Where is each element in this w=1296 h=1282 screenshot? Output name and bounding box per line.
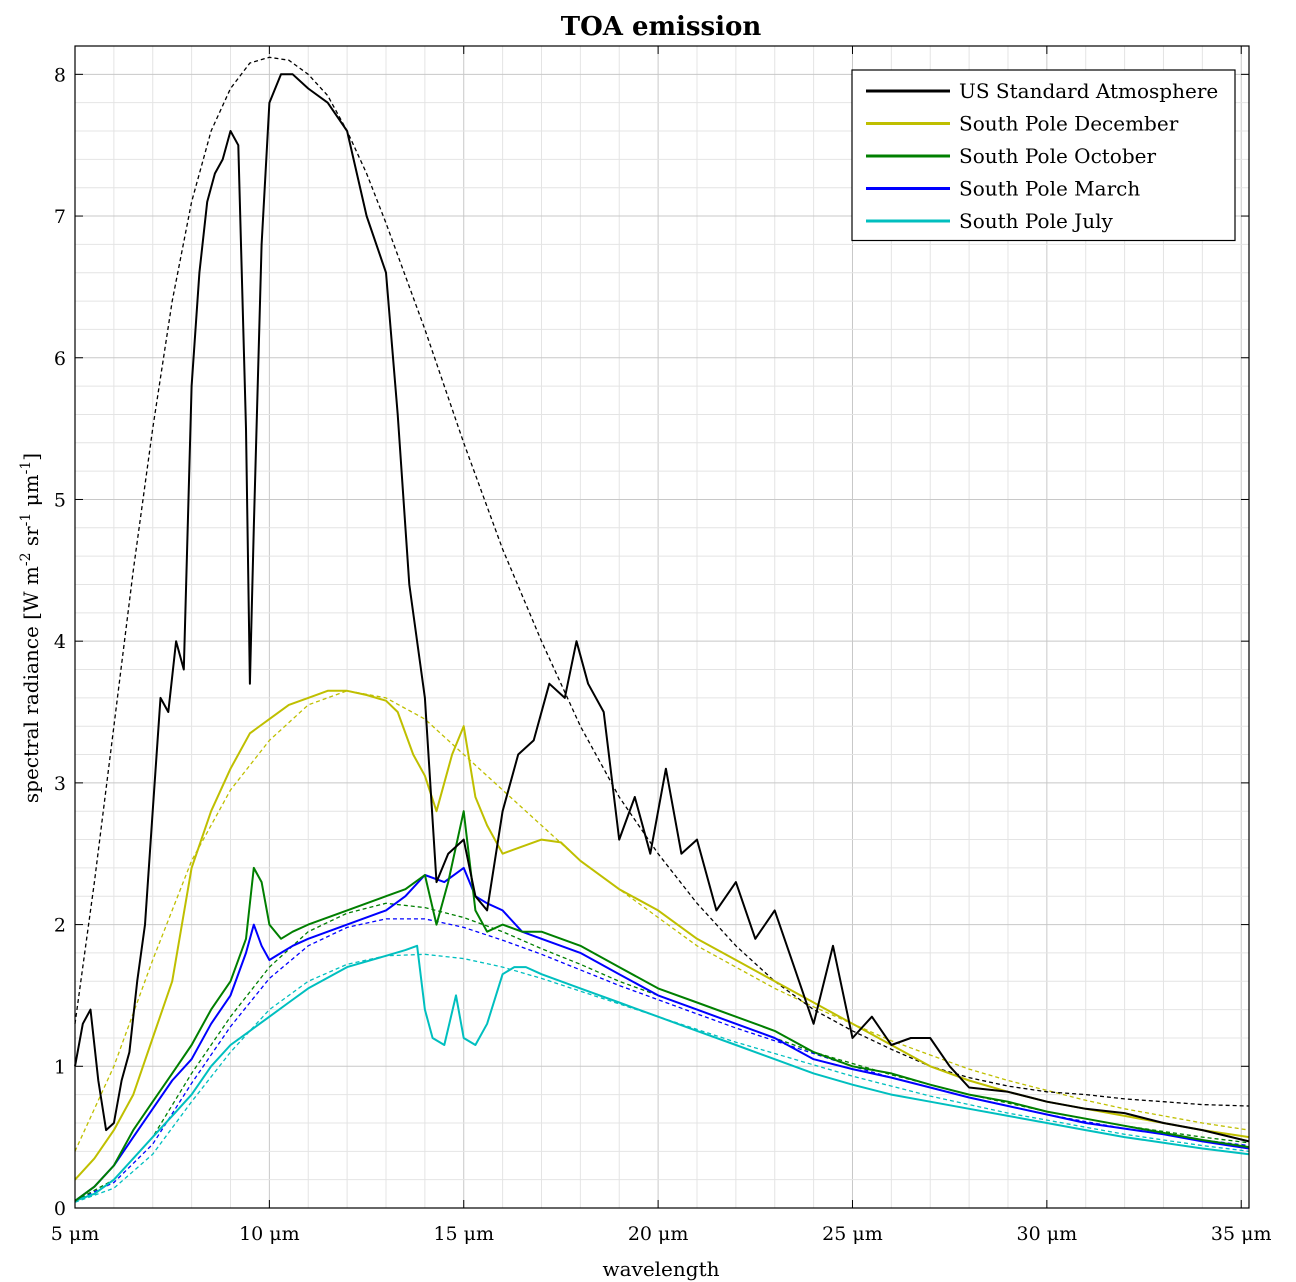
- series-line: [74, 810, 1250, 1202]
- x-tick-label: 35 μm: [1211, 1223, 1272, 1245]
- y-tick-label: 8: [54, 64, 66, 86]
- y-tick-label: 2: [54, 915, 66, 937]
- y-tick-label: 7: [54, 206, 66, 228]
- reference-curve-line: [74, 902, 1250, 1202]
- y-axis-label-part: -2: [18, 553, 34, 567]
- y-axis-label: spectral radiance [W m-2 sr-1 μm-1]: [18, 453, 43, 803]
- series-line: [74, 73, 1250, 1143]
- x-axis-label: wavelength: [602, 1257, 719, 1281]
- y-tick-label: 0: [54, 1198, 66, 1220]
- grid: [74, 45, 1249, 1209]
- y-tick-label: 3: [54, 773, 66, 795]
- y-axis-label-part: spectral radiance [W m: [19, 566, 43, 803]
- plot-area: [74, 56, 1250, 1203]
- legend-label: South Pole December: [959, 112, 1179, 136]
- y-axis-label-part: ]: [19, 453, 43, 461]
- y-axis-label-part: sr: [19, 526, 43, 553]
- x-tick-label: 10 μm: [239, 1223, 300, 1245]
- y-tick-label: 5: [54, 489, 66, 511]
- legend-label: US Standard Atmosphere: [959, 79, 1218, 103]
- reference-curve-line: [74, 56, 1250, 1107]
- y-tick-label: 4: [54, 631, 66, 653]
- ticks: 5 μm 10 μm 15 μm 20 μm 25 μm 30 μm 35 μm 0 1 2 3 4 5…: [51, 46, 1272, 1245]
- x-tick-label: 20 μm: [628, 1223, 689, 1245]
- axes-frame: [74, 45, 1250, 1209]
- chart-title: TOA emission: [561, 12, 762, 42]
- x-tick-label: 25 μm: [822, 1223, 883, 1245]
- reference-curve-line: [74, 690, 1250, 1152]
- legend-label: South Pole October: [959, 144, 1156, 168]
- y-axis-label-part: μm: [19, 474, 43, 512]
- legend-label: South Pole March: [959, 177, 1140, 201]
- y-tick-label: 6: [54, 348, 66, 370]
- y-tick-label: 1: [54, 1056, 66, 1078]
- y-axis-label-part: -1: [18, 513, 34, 527]
- legend: US Standard Atmosphere South Pole Decembe…: [851, 69, 1236, 242]
- series-line: [74, 689, 1250, 1181]
- x-tick-label: 30 μm: [1017, 1223, 1078, 1245]
- y-axis-label-part: -1: [18, 461, 34, 475]
- reference-curve-line: [74, 953, 1250, 1203]
- x-tick-label: 5 μm: [51, 1223, 100, 1245]
- legend-label: South Pole July: [959, 209, 1113, 233]
- x-tick-label: 15 μm: [433, 1223, 494, 1245]
- series-line: [74, 944, 1250, 1202]
